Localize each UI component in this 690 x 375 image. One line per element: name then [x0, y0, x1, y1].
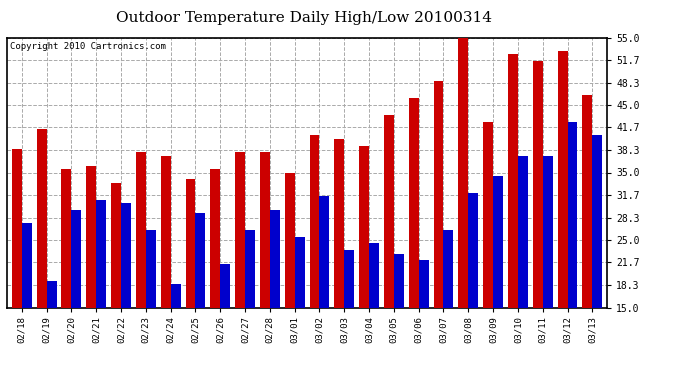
Bar	[47, 280, 57, 375]
Bar	[61, 169, 71, 375]
Text: Copyright 2010 Cartronics.com: Copyright 2010 Cartronics.com	[10, 42, 166, 51]
Bar	[359, 146, 369, 375]
Bar	[235, 152, 245, 375]
Bar	[186, 179, 195, 375]
Bar	[433, 81, 444, 375]
Bar	[146, 230, 156, 375]
Bar	[285, 172, 295, 375]
Bar	[458, 34, 469, 375]
Bar	[96, 200, 106, 375]
Bar	[295, 237, 304, 375]
Bar	[508, 54, 518, 375]
Bar	[335, 139, 344, 375]
Bar	[136, 152, 146, 375]
Bar	[533, 61, 543, 375]
Bar	[543, 156, 553, 375]
Bar	[71, 210, 81, 375]
Bar	[558, 51, 567, 375]
Bar	[344, 250, 354, 375]
Bar	[493, 176, 503, 375]
Bar	[518, 156, 528, 375]
Bar	[567, 122, 578, 375]
Bar	[260, 152, 270, 375]
Bar	[369, 243, 379, 375]
Bar	[419, 260, 428, 375]
Bar	[483, 122, 493, 375]
Bar	[394, 254, 404, 375]
Bar	[37, 129, 47, 375]
Bar	[444, 230, 453, 375]
Bar	[170, 284, 181, 375]
Bar	[12, 149, 22, 375]
Bar	[408, 98, 419, 375]
Bar	[195, 213, 206, 375]
Bar	[161, 156, 170, 375]
Bar	[469, 193, 478, 375]
Bar	[270, 210, 279, 375]
Bar	[319, 196, 329, 375]
Bar	[310, 135, 319, 375]
Bar	[111, 183, 121, 375]
Bar	[220, 264, 230, 375]
Bar	[582, 95, 592, 375]
Bar	[245, 230, 255, 375]
Bar	[86, 166, 96, 375]
Bar	[210, 169, 220, 375]
Bar	[22, 223, 32, 375]
Bar	[592, 135, 602, 375]
Text: Outdoor Temperature Daily High/Low 20100314: Outdoor Temperature Daily High/Low 20100…	[116, 11, 491, 25]
Bar	[384, 115, 394, 375]
Bar	[121, 203, 131, 375]
